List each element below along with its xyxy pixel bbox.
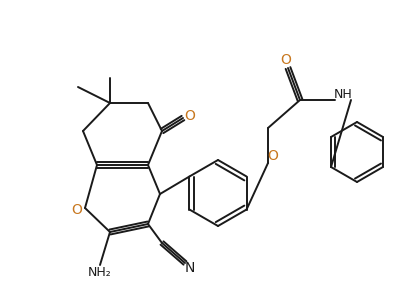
Text: NH: NH bbox=[334, 89, 353, 102]
Text: O: O bbox=[185, 109, 195, 123]
Text: N: N bbox=[185, 261, 195, 275]
Text: O: O bbox=[72, 203, 83, 217]
Text: O: O bbox=[281, 53, 292, 67]
Text: O: O bbox=[268, 149, 278, 163]
Text: NH₂: NH₂ bbox=[88, 266, 112, 280]
